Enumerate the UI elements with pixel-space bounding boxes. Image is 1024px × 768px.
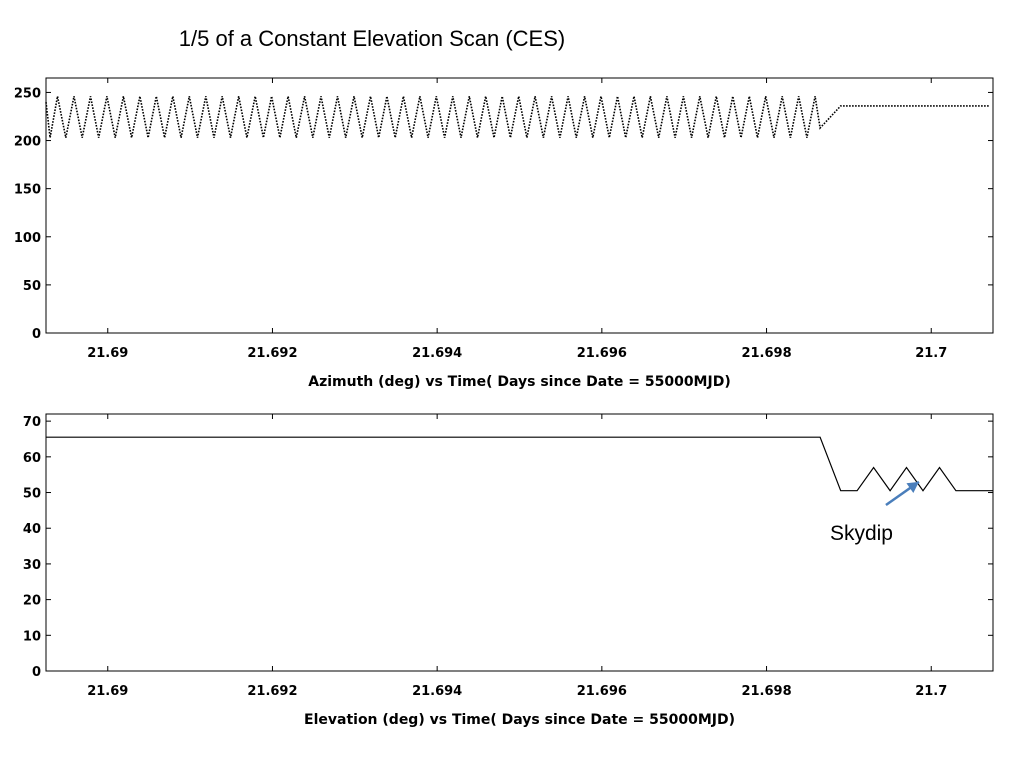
y-tick-label: 60 (23, 451, 41, 466)
skydip-label: Skydip (830, 522, 893, 545)
plot-frame (45, 77, 994, 334)
y-tick-label: 0 (32, 327, 41, 342)
x-tick-label: 21.694 (412, 684, 462, 699)
x-tick-label: 21.696 (577, 684, 627, 699)
plot-frame (45, 413, 994, 672)
x-tick-label: 21.69 (87, 346, 128, 361)
x-axis-title: Azimuth (deg) vs Time( Days since Date =… (308, 374, 730, 390)
x-tick-label: 21.69 (87, 684, 128, 699)
y-tick-label: 40 (23, 522, 41, 537)
x-axis-title: Elevation (deg) vs Time( Days since Date… (304, 712, 735, 728)
annotation-arrowhead (906, 481, 919, 494)
y-tick-label: 100 (14, 231, 41, 246)
elevation-chart: 21.69 21.692 21.694 21.696 21.698 21.7 0 10 20 30… (23, 413, 994, 728)
azimuth-chart: 21.69 21.692 21.694 21.696 21.698 21.7 0 50 100 1… (14, 77, 994, 390)
y-tick-label: 10 (23, 629, 41, 644)
series-line (45, 96, 989, 138)
x-tick-label: 21.698 (741, 684, 791, 699)
series-line (46, 436, 993, 492)
y-tick-label: 50 (23, 279, 41, 294)
x-tick-label: 21.7 (915, 346, 947, 361)
x-tick-label: 21.7 (915, 684, 947, 699)
x-tick-label: 21.696 (577, 346, 627, 361)
y-tick-label: 0 (32, 665, 41, 680)
y-tick-label: 150 (14, 183, 41, 198)
y-tick-label: 70 (23, 415, 41, 430)
x-tick-label: 21.692 (247, 684, 297, 699)
y-tick-label: 200 (14, 135, 41, 150)
page-title: 1/5 of a Constant Elevation Scan (CES) (178, 26, 566, 51)
x-tick-label: 21.698 (741, 346, 791, 361)
y-tick-label: 30 (23, 558, 41, 573)
y-tick-label: 20 (23, 594, 41, 609)
x-tick-label: 21.694 (412, 346, 462, 361)
x-tick-label: 21.692 (247, 346, 297, 361)
y-tick-label: 50 (23, 487, 41, 502)
y-tick-label: 250 (14, 86, 41, 101)
